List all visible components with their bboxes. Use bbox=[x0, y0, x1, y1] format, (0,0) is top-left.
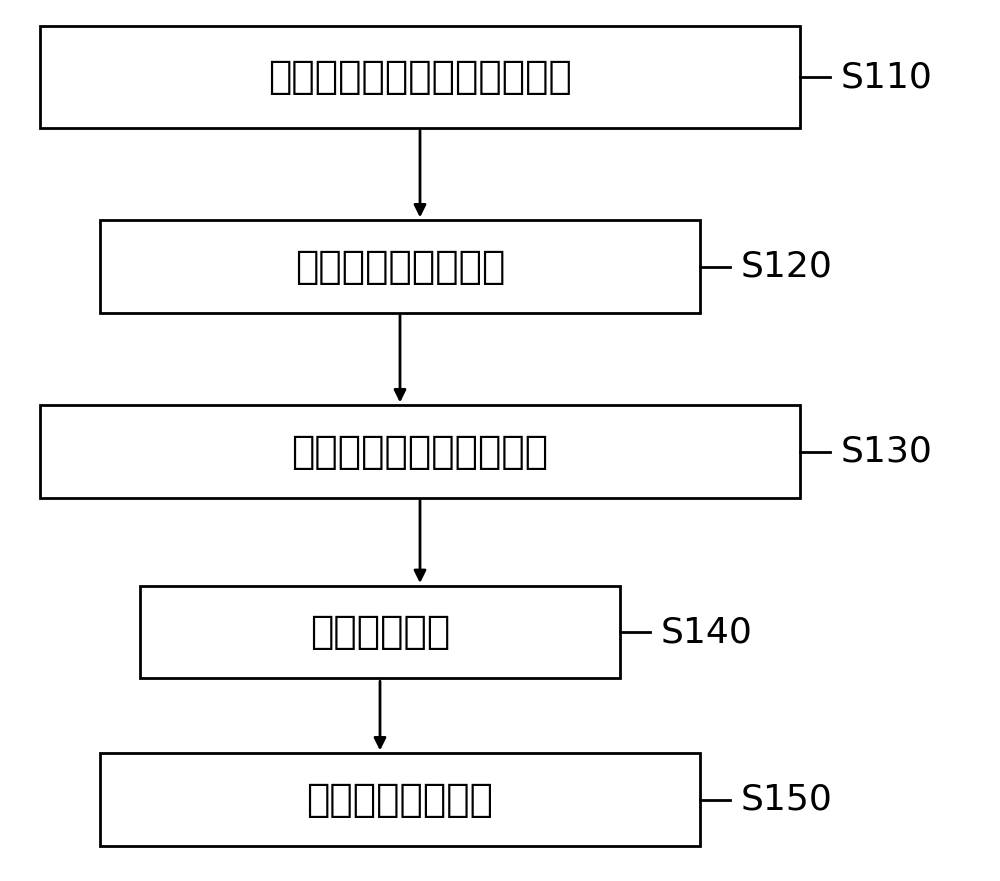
Text: S110: S110 bbox=[840, 60, 932, 94]
Text: 获取炮膛结构参数和装药参数: 获取炮膛结构参数和装药参数 bbox=[268, 58, 572, 96]
Text: 计算等离子体密度: 计算等离子体密度 bbox=[306, 781, 494, 818]
Text: 计算燃气温度: 计算燃气温度 bbox=[310, 613, 450, 651]
FancyBboxPatch shape bbox=[100, 753, 700, 846]
Text: 对火药燃烧模型进行求解: 对火药燃烧模型进行求解 bbox=[291, 433, 549, 470]
FancyBboxPatch shape bbox=[140, 586, 620, 678]
Text: S120: S120 bbox=[740, 249, 832, 284]
FancyBboxPatch shape bbox=[100, 220, 700, 313]
Text: S140: S140 bbox=[660, 615, 752, 649]
Text: S130: S130 bbox=[840, 434, 932, 469]
Text: 建立火药燃烧方程组: 建立火药燃烧方程组 bbox=[295, 248, 505, 285]
Text: S150: S150 bbox=[740, 782, 832, 817]
FancyBboxPatch shape bbox=[40, 405, 800, 498]
FancyBboxPatch shape bbox=[40, 26, 800, 128]
